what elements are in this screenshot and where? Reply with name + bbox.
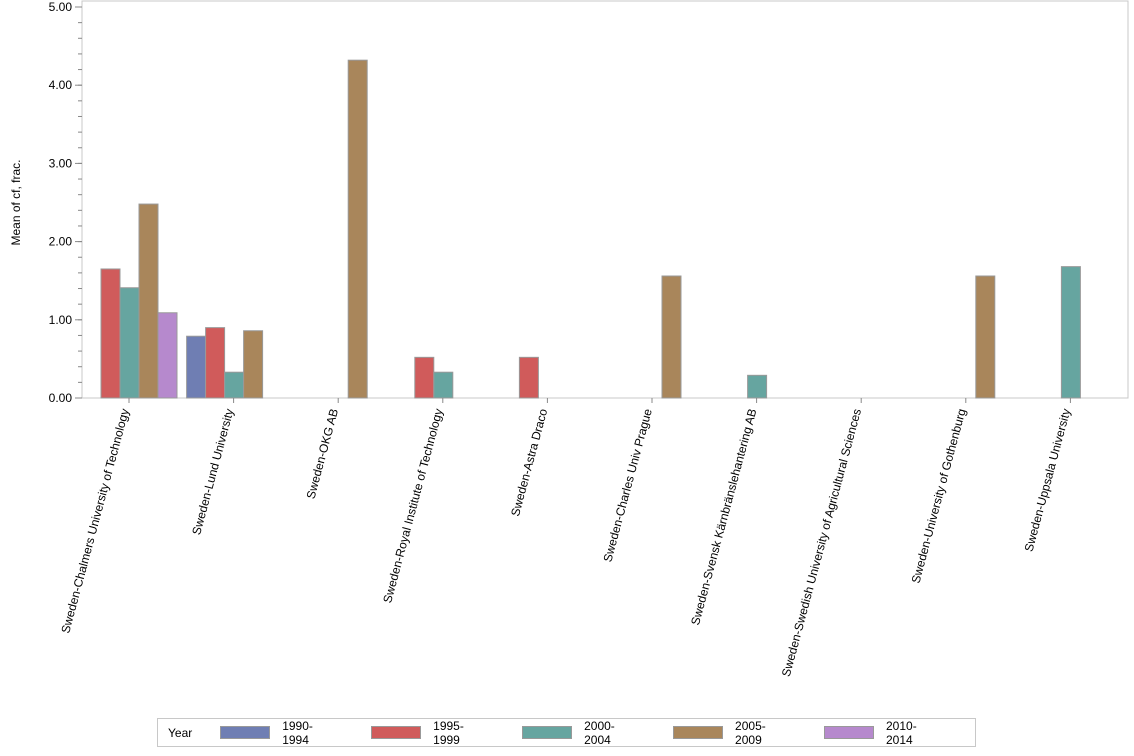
legend-item: 2005-2009: [673, 719, 790, 747]
legend-swatch: [673, 726, 724, 739]
bar-1995-1999-3: [414, 356, 435, 399]
bar-2005-2009-0: [138, 203, 159, 399]
legend-item: 2010-2014: [824, 719, 941, 747]
x-tick-label: Sweden-Svensk Kärnbränslehantering AB: [688, 407, 759, 626]
x-tick-label: Sweden-Royal Institute of Technology: [380, 407, 445, 604]
bar-2005-2009-1: [243, 330, 264, 399]
legend-label: 1990-1994: [282, 718, 313, 747]
y-axis-label: Mean of cf, frac.: [9, 159, 23, 245]
legend-swatch: [522, 726, 573, 739]
legend-label: 1995-1999: [433, 718, 464, 747]
legend-item: 1990-1994: [220, 719, 337, 747]
bar-2000-2004-0: [119, 287, 140, 399]
legend-title: Year: [168, 725, 193, 740]
bar-2010-2014-0: [157, 312, 178, 399]
bar-1990-1994-1: [186, 335, 207, 399]
bar-1995-1999-1: [205, 327, 226, 399]
y-tick-label: 2.00: [49, 235, 73, 249]
legend-swatch: [824, 726, 874, 739]
x-tick-label: Sweden-Chalmers University of Technology: [58, 407, 132, 635]
legend-label: 2010-2014: [886, 718, 917, 747]
x-tick-label: Sweden-OKG AB: [304, 407, 342, 500]
bar-2005-2009-8: [975, 275, 996, 399]
y-tick-label: 1.00: [49, 313, 73, 327]
y-tick-label: 0.00: [49, 391, 73, 405]
x-tick-label: Sweden-Astra Draco: [508, 407, 550, 518]
legend: Year 1990-1994 1995-1999 2000-2004 2005-200…: [157, 718, 976, 747]
bar-2000-2004-9: [1060, 266, 1081, 399]
bar-1995-1999-4: [518, 356, 539, 399]
bar-2005-2009-5: [661, 275, 682, 399]
legend-item: 2000-2004: [522, 719, 639, 747]
y-tick-label: 3.00: [49, 156, 73, 170]
legend-label: 2005-2009: [735, 718, 766, 747]
legend-item: 1995-1999: [371, 719, 488, 747]
x-tick-label: Sweden-Swedish University of Agricultura…: [779, 407, 864, 678]
legend-label: 2000-2004: [584, 718, 615, 747]
bar-1995-1999-0: [100, 268, 121, 399]
x-tick-label: Sweden-Lund University: [189, 407, 236, 536]
bar-2000-2004-3: [433, 371, 454, 399]
bar-2000-2004-6: [747, 374, 768, 399]
bar-2005-2009-2: [347, 59, 368, 399]
x-tick-label: Sweden-University of Gothenburg: [909, 407, 969, 585]
bar-2000-2004-1: [224, 371, 245, 399]
legend-swatch: [220, 726, 271, 739]
x-tick-label: Sweden-Uppsala University: [1022, 407, 1074, 553]
y-tick-label: 4.00: [49, 78, 73, 92]
legend-swatch: [371, 726, 422, 739]
y-tick-label: 5.00: [49, 0, 73, 14]
x-tick-label: Sweden-Charles Univ Prague: [600, 407, 655, 564]
plot-frame: [81, 0, 1129, 399]
